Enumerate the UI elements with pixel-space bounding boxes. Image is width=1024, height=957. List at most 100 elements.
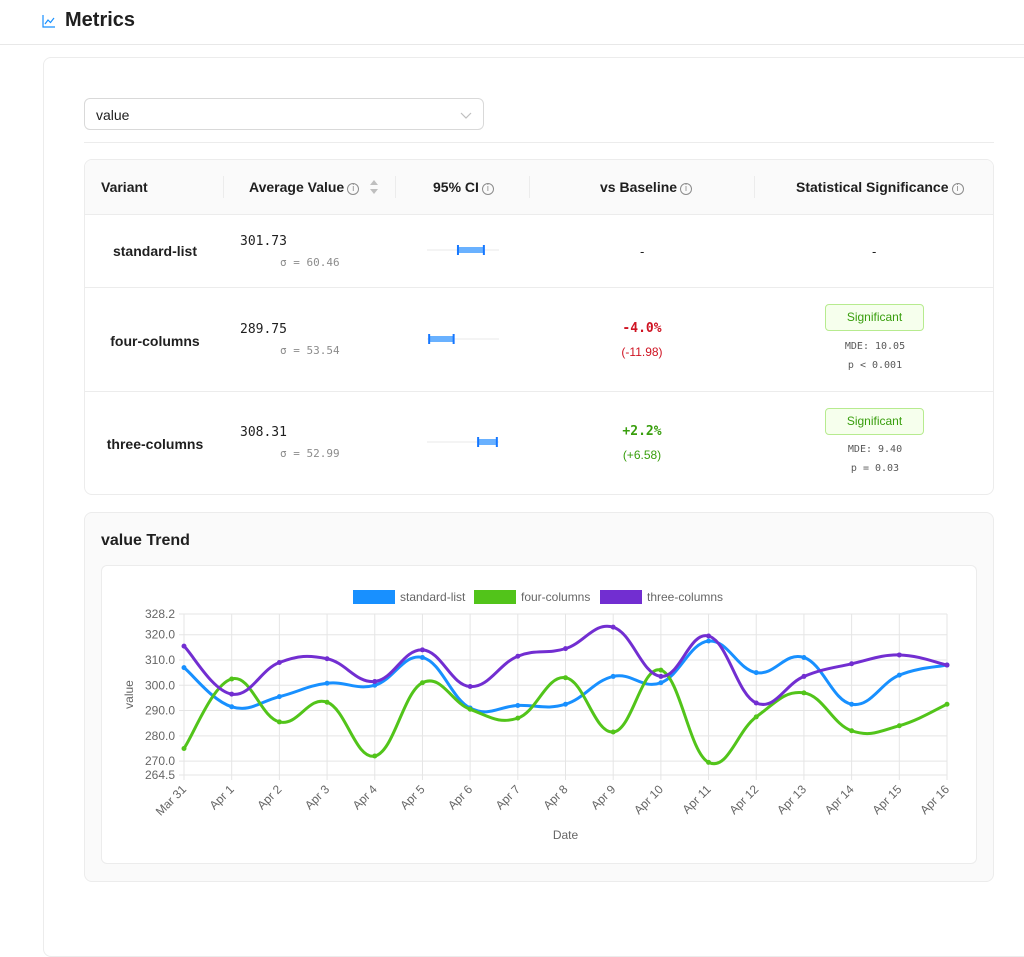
data-point-three-columns[interactable] [276,660,282,666]
data-point-four-columns[interactable] [801,690,807,696]
baseline-absolute: (+6.58) [622,448,662,462]
y-tick-label: 310.0 [145,653,175,667]
chevron-down-icon [460,112,472,119]
column-header-baseline: vs Baseline i [600,179,693,195]
data-point-standard-list[interactable] [849,701,855,707]
x-tick-label: Apr 10 [631,782,666,817]
data-point-four-columns[interactable] [181,745,187,751]
info-icon[interactable]: i [347,183,360,195]
data-point-three-columns[interactable] [229,691,235,697]
data-point-three-columns[interactable] [610,624,616,630]
data-point-standard-list[interactable] [706,638,712,644]
page-title: Metrics [65,9,136,31]
data-point-three-columns[interactable] [801,673,807,679]
y-axis-title: value [122,680,136,709]
x-tick-label: Apr 13 [774,782,809,817]
legend-label-three-columns[interactable]: three-columns [647,590,723,604]
data-point-standard-list[interactable] [372,682,378,688]
data-point-four-columns[interactable] [515,715,521,721]
x-tick-label: Apr 5 [397,782,427,812]
legend-swatch-four-columns[interactable] [474,590,516,604]
significance-badge: Significant [825,304,924,331]
data-point-three-columns[interactable] [849,661,855,667]
x-tick-label: Apr 3 [302,782,332,812]
data-point-three-columns[interactable] [372,678,378,684]
x-axis-title: Date [553,828,579,842]
metric-select[interactable]: value [84,98,484,130]
data-point-four-columns[interactable] [276,719,282,725]
data-point-three-columns[interactable] [515,653,521,659]
data-point-four-columns[interactable] [944,701,950,707]
legend-label-standard-list[interactable]: standard-list [400,590,466,604]
data-point-standard-list[interactable] [658,680,664,686]
table-row: three-columns 308.31 σ = 52.99 +2.2% (+6… [85,392,993,494]
legend-swatch-standard-list[interactable] [353,590,395,604]
average-value: 308.31 [240,425,287,440]
data-point-standard-list[interactable] [801,654,807,660]
chart-container: 264.5 270.0 280.0 290.0 300.0 310.0 320.0 328.2… [101,565,977,864]
data-point-three-columns[interactable] [753,700,759,706]
significance-badge: Significant [825,408,924,435]
significance-value: - [872,244,877,259]
data-point-three-columns[interactable] [467,684,473,690]
data-point-four-columns[interactable] [706,759,712,765]
data-point-standard-list[interactable] [229,704,235,710]
data-point-four-columns[interactable] [896,723,902,729]
ci-range [429,336,454,342]
data-point-four-columns[interactable] [849,728,855,734]
data-point-standard-list[interactable] [896,672,902,678]
column-header-average[interactable]: Average Value i [249,179,360,195]
x-tick-label: Apr 11 [679,782,714,817]
data-point-four-columns[interactable] [610,729,616,735]
data-point-standard-list[interactable] [515,702,521,708]
trend-title: value Trend [101,532,190,549]
data-point-three-columns[interactable] [944,662,950,668]
data-point-three-columns[interactable] [563,646,568,652]
ci-range [478,439,497,445]
ci-bar [427,437,499,447]
data-point-four-columns[interactable] [753,714,759,720]
data-point-four-columns[interactable] [419,680,425,686]
data-point-four-columns[interactable] [658,667,664,673]
data-point-standard-list[interactable] [610,673,616,679]
data-point-standard-list[interactable] [276,694,282,700]
info-icon[interactable]: i [951,183,964,195]
legend-label-four-columns[interactable]: four-columns [521,590,590,604]
data-point-standard-list[interactable] [324,680,330,686]
variant-name: three-columns [106,436,204,452]
x-tick-label: Mar 31 [153,782,190,819]
data-point-four-columns[interactable] [563,675,568,681]
mde-value: MDE: 10.05 [844,341,906,352]
data-point-four-columns[interactable] [324,699,330,705]
baseline-percent: +2.2% [622,424,662,439]
data-point-four-columns[interactable] [372,753,378,759]
data-point-standard-list[interactable] [419,654,425,660]
data-point-three-columns[interactable] [896,652,902,658]
p-value: p < 0.001 [847,360,903,371]
table-header: Variant Average Value i 95% CI i vs Baseli… [85,160,993,215]
results-table: Variant Average Value i 95% CI i vs Baseli… [84,159,994,495]
data-point-three-columns[interactable] [324,656,330,662]
column-header-variant: Variant [101,179,148,195]
data-point-standard-list[interactable] [181,665,187,671]
data-point-four-columns[interactable] [467,706,473,712]
info-icon[interactable]: i [481,183,494,195]
y-tick-label: 270.0 [145,754,175,768]
baseline-percent: -4.0% [622,321,662,336]
data-point-three-columns[interactable] [706,633,712,639]
column-header-ci: 95% CI i [433,179,494,195]
legend-swatch-three-columns[interactable] [600,590,642,604]
sort-icon[interactable] [369,179,379,195]
y-tick-label: 264.5 [145,768,175,782]
data-point-standard-list[interactable] [563,701,568,707]
data-point-three-columns[interactable] [181,643,187,649]
x-tick-label: Apr 16 [917,782,952,817]
data-point-four-columns[interactable] [229,676,235,682]
x-tick-label: Apr 14 [822,782,857,817]
data-point-three-columns[interactable] [658,673,664,679]
data-point-standard-list[interactable] [753,670,759,676]
mde-value: MDE: 9.40 [847,444,903,455]
x-tick-label: Apr 9 [588,782,618,812]
info-icon[interactable]: i [680,183,693,195]
data-point-three-columns[interactable] [419,647,425,653]
